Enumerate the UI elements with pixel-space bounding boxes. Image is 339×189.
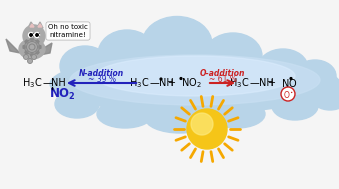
Text: ~ 61 %: ~ 61 %: [208, 75, 236, 84]
Polygon shape: [6, 39, 20, 53]
Circle shape: [32, 54, 37, 60]
Text: $\mathregular{O^{\bullet}}$: $\mathregular{O^{\bullet}}$: [283, 88, 293, 99]
Polygon shape: [40, 43, 52, 55]
Ellipse shape: [70, 55, 320, 105]
Polygon shape: [37, 22, 43, 28]
Text: $\mathregular{NO_2}$: $\mathregular{NO_2}$: [181, 76, 202, 90]
Circle shape: [35, 33, 40, 37]
Polygon shape: [23, 46, 25, 48]
Text: Oh no toxic
nitramine!: Oh no toxic nitramine!: [48, 24, 88, 38]
Text: NH: NH: [51, 78, 66, 88]
Text: O-addition: O-addition: [200, 70, 245, 78]
Text: ×: ×: [34, 32, 40, 38]
Ellipse shape: [272, 92, 318, 120]
Polygon shape: [25, 51, 28, 54]
Ellipse shape: [145, 103, 215, 133]
Circle shape: [28, 33, 34, 37]
Text: $\mathregular{H_3C}$: $\mathregular{H_3C}$: [229, 76, 249, 90]
Text: +: +: [167, 78, 175, 88]
Circle shape: [30, 34, 32, 36]
Ellipse shape: [204, 33, 262, 79]
Text: —: —: [43, 78, 53, 88]
Text: $\mathregular{NO}$: $\mathregular{NO}$: [281, 77, 297, 89]
Text: ~ 39 %: ~ 39 %: [87, 75, 116, 84]
Polygon shape: [31, 38, 33, 40]
Text: +: +: [267, 78, 275, 88]
Text: —: —: [150, 78, 160, 88]
Circle shape: [27, 59, 33, 64]
Circle shape: [281, 87, 295, 101]
Text: NH: NH: [259, 78, 274, 88]
Polygon shape: [25, 40, 28, 43]
Ellipse shape: [258, 49, 308, 87]
Text: —: —: [250, 78, 260, 88]
Ellipse shape: [312, 86, 339, 110]
Circle shape: [160, 78, 162, 80]
Polygon shape: [38, 24, 42, 27]
Text: NH: NH: [159, 78, 174, 88]
Circle shape: [187, 109, 227, 149]
Ellipse shape: [55, 90, 99, 118]
Ellipse shape: [97, 100, 153, 128]
Polygon shape: [36, 51, 39, 54]
Text: ×: ×: [28, 32, 34, 38]
Text: $\mathregular{NO_2}$: $\mathregular{NO_2}$: [49, 86, 76, 101]
Circle shape: [180, 78, 182, 79]
Ellipse shape: [19, 39, 45, 59]
Text: $\mathregular{H_3C}$: $\mathregular{H_3C}$: [129, 76, 149, 90]
Ellipse shape: [50, 55, 339, 113]
Circle shape: [191, 113, 213, 135]
Polygon shape: [39, 46, 41, 48]
Polygon shape: [31, 54, 33, 56]
Text: $\mathregular{H_3C}$: $\mathregular{H_3C}$: [22, 76, 42, 90]
Ellipse shape: [294, 60, 336, 92]
Polygon shape: [36, 40, 39, 43]
Circle shape: [290, 78, 292, 79]
Polygon shape: [28, 22, 35, 28]
Ellipse shape: [60, 46, 110, 86]
Circle shape: [23, 25, 45, 47]
Ellipse shape: [142, 16, 212, 71]
Polygon shape: [30, 24, 34, 27]
Ellipse shape: [95, 56, 295, 96]
Ellipse shape: [209, 100, 265, 128]
Circle shape: [36, 34, 38, 36]
Circle shape: [23, 54, 28, 60]
Ellipse shape: [98, 30, 156, 78]
Text: N-addition: N-addition: [79, 70, 124, 78]
